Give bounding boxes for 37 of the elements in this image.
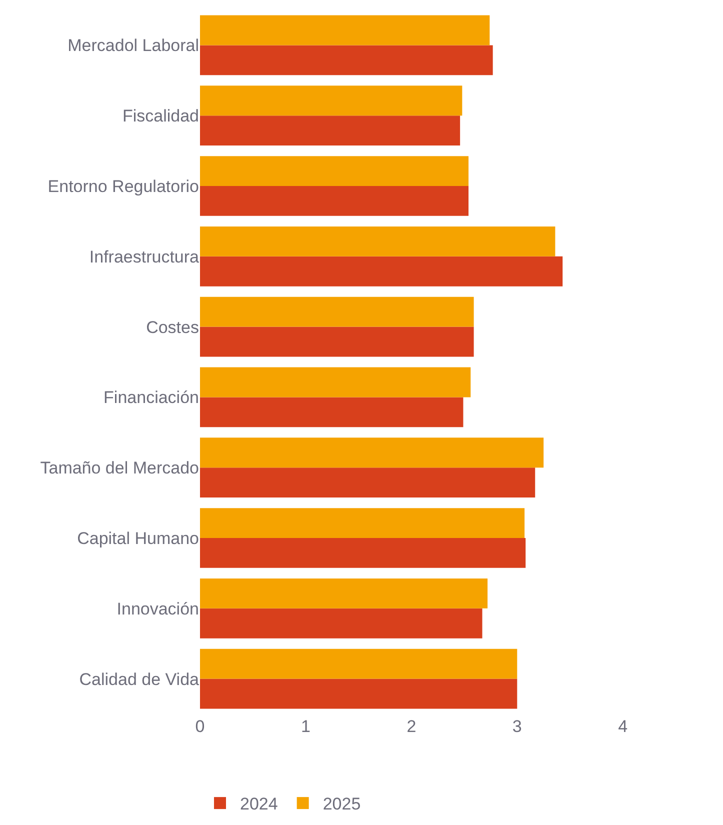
y-tick-label: Calidad de Vida xyxy=(79,670,200,689)
x-tick-label: 1 xyxy=(300,717,310,736)
bar xyxy=(200,296,474,327)
y-tick-label: Costes xyxy=(146,318,199,337)
bar xyxy=(200,367,471,398)
bar xyxy=(200,538,526,568)
bar xyxy=(200,86,462,116)
x-tick-label: 2 xyxy=(406,717,416,736)
y-tick-label: Tamaño del Mercado xyxy=(40,458,199,478)
bar xyxy=(200,508,525,538)
bar xyxy=(200,678,518,709)
bar xyxy=(200,256,563,286)
legend-label: 2025 xyxy=(322,794,361,814)
bar xyxy=(200,156,469,186)
bar xyxy=(200,397,464,428)
bar xyxy=(200,648,518,679)
y-tick-label: Infraestructura xyxy=(89,247,200,266)
bar xyxy=(200,186,469,216)
y-tick-label: Entorno Regulatorio xyxy=(48,176,199,196)
y-tick-label: Fiscalidad xyxy=(122,106,199,126)
x-tick-label: 0 xyxy=(195,717,205,736)
y-tick-label: Financiación xyxy=(104,388,199,408)
bar xyxy=(200,15,490,46)
bar xyxy=(200,116,460,146)
x-tick-label: 4 xyxy=(618,717,628,736)
y-tick-label: Innovación xyxy=(116,599,199,618)
bar xyxy=(200,468,536,498)
bar xyxy=(200,578,488,608)
y-tick-label: Mercadol Laboral xyxy=(68,36,199,56)
bar xyxy=(200,45,493,76)
bar xyxy=(200,326,474,357)
y-tick-label: Capital Humano xyxy=(77,528,199,548)
bar xyxy=(200,438,544,468)
bar xyxy=(200,226,556,256)
bar xyxy=(200,608,482,638)
legend-label: 2024 xyxy=(240,794,278,814)
x-tick-label: 3 xyxy=(512,717,522,736)
